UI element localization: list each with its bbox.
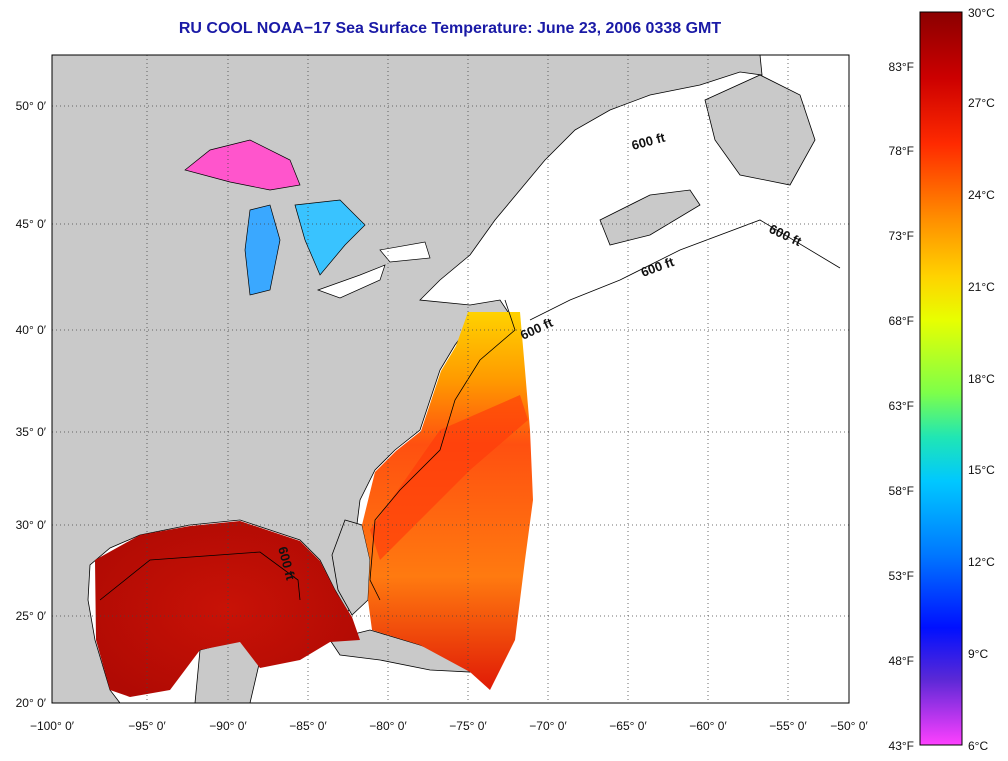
gulf-stream-band (370, 395, 528, 560)
x-tick-label: −80° 0′ (369, 719, 407, 733)
fahrenheit-label: 83°F (889, 60, 914, 74)
y-tick-label: 50° 0′ (16, 99, 47, 113)
x-tick-label: −95° 0′ (128, 719, 166, 733)
map-grid (52, 55, 849, 703)
y-tick-label: 30° 0′ (16, 518, 47, 532)
y-axis-ticks: 20° 0′ 25° 0′ 30° 0′ 35° 0′ 40° 0′ 45° 0… (16, 99, 47, 710)
fahrenheit-label: 73°F (889, 229, 914, 243)
colorbar-scale (919, 11, 963, 746)
y-tick-label: 40° 0′ (16, 323, 47, 337)
fahrenheit-label: 53°F (889, 569, 914, 583)
great-lake-michigan (244, 204, 281, 296)
colorbar: 30°C 27°C 24°C 21°C 18°C 15°C 12°C 9°C 6… (889, 6, 996, 753)
x-tick-label: −90° 0′ (209, 719, 247, 733)
y-tick-label: 45° 0′ (16, 217, 47, 231)
x-tick-label: −75° 0′ (449, 719, 487, 733)
celsius-label: 30°C (968, 6, 995, 20)
celsius-label: 15°C (968, 463, 995, 477)
celsius-label: 6°C (968, 739, 988, 753)
fahrenheit-label: 58°F (889, 484, 914, 498)
atlantic-sst (362, 312, 533, 690)
celsius-label: 21°C (968, 280, 995, 294)
y-tick-label: 35° 0′ (16, 425, 47, 439)
fahrenheit-label: 78°F (889, 144, 914, 158)
map-frame (51, 54, 850, 704)
great-lake-huron (294, 199, 366, 276)
celsius-label: 9°C (968, 647, 988, 661)
celsius-label: 18°C (968, 372, 995, 386)
x-tick-label: −65° 0′ (609, 719, 647, 733)
y-tick-label: 25° 0′ (16, 609, 47, 623)
fahrenheit-label: 43°F (889, 739, 914, 753)
great-lake-ontario (379, 241, 431, 263)
gulf-sst (95, 521, 360, 697)
celsius-label: 24°C (968, 188, 995, 202)
celsius-label: 27°C (968, 96, 995, 110)
x-tick-label: −100° 0′ (30, 719, 75, 733)
great-lake-erie (316, 264, 386, 299)
x-tick-label: −50° 0′ (830, 719, 868, 733)
fahrenheit-label: 68°F (889, 314, 914, 328)
isobath-600ft (99, 219, 841, 601)
newfoundland (704, 74, 816, 186)
map-area (52, 55, 849, 703)
x-tick-label: −70° 0′ (529, 719, 567, 733)
map-title: RU COOL NOAA−17 Sea Surface Temperature:… (178, 20, 722, 37)
x-tick-label: −85° 0′ (289, 719, 327, 733)
fahrenheit-label: 63°F (889, 399, 914, 413)
celsius-label: 12°C (968, 555, 995, 569)
great-lake-superior (184, 139, 301, 191)
y-tick-label: 20° 0′ (16, 696, 47, 710)
fahrenheit-label: 48°F (889, 654, 914, 668)
x-tick-label: −60° 0′ (689, 719, 727, 733)
x-tick-label: −55° 0′ (769, 719, 807, 733)
land-mass (52, 55, 763, 703)
x-axis-ticks: −100° 0′ −95° 0′ −90° 0′ −85° 0′ −80° 0′… (30, 719, 868, 733)
nova-scotia (599, 189, 701, 246)
